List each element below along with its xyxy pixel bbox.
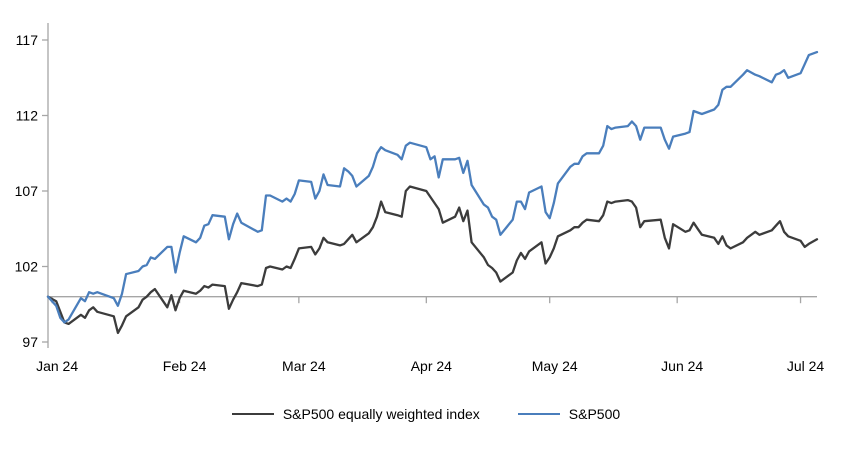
legend-label-equal-weight: S&P500 equally weighted index	[282, 406, 480, 422]
y-tick-label: 97	[22, 334, 38, 350]
x-axis: Jan 24 Feb 24 Mar 24 Apr 24 May 24 Jun 24 Jul …	[36, 296, 825, 374]
y-tick-label: 117	[16, 32, 39, 48]
x-tick-label: May 24	[532, 358, 578, 374]
y-tick-label: 107	[15, 183, 39, 199]
x-tick-label: Jun 24	[661, 358, 703, 374]
y-tick-label: 112	[16, 108, 39, 124]
equal-weight-line	[46, 185, 819, 335]
x-tick-label: Jan 24	[36, 358, 78, 374]
x-tick-label: Mar 24	[282, 358, 326, 374]
equal-weight-line-sample	[231, 413, 274, 415]
x-tick-label: Feb 24	[163, 358, 207, 374]
legend-item-sp500: S&P500	[517, 406, 621, 422]
sp500-line-sample	[517, 413, 560, 415]
x-tick-label: Apr 24	[411, 358, 452, 374]
sp500-line	[46, 50, 819, 324]
legend-label-sp500: S&P500	[568, 406, 621, 422]
y-axis: 97 102 107 112 117	[15, 23, 49, 350]
chart-legend: S&P500 equally weighted index S&P500	[0, 406, 852, 422]
legend-item-equal-weight: S&P500 equally weighted index	[231, 406, 480, 422]
y-tick-label: 102	[15, 259, 39, 275]
line-chart: 97 102 107 112 117 Jan 24 Feb 24 Mar 24 Apr 24 Ma…	[15, 23, 825, 374]
x-tick-label: Jul 24	[787, 358, 825, 374]
